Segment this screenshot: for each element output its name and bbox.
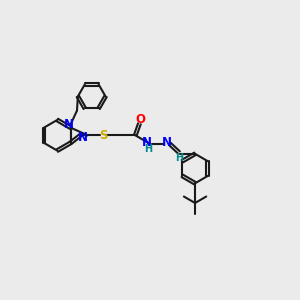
Text: H: H — [144, 143, 152, 154]
Text: O: O — [135, 113, 145, 127]
Text: S: S — [99, 129, 107, 142]
Text: N: N — [142, 136, 152, 149]
Text: N: N — [64, 118, 74, 131]
Text: N: N — [78, 131, 88, 144]
Text: H: H — [175, 153, 183, 163]
Text: N: N — [162, 136, 172, 149]
